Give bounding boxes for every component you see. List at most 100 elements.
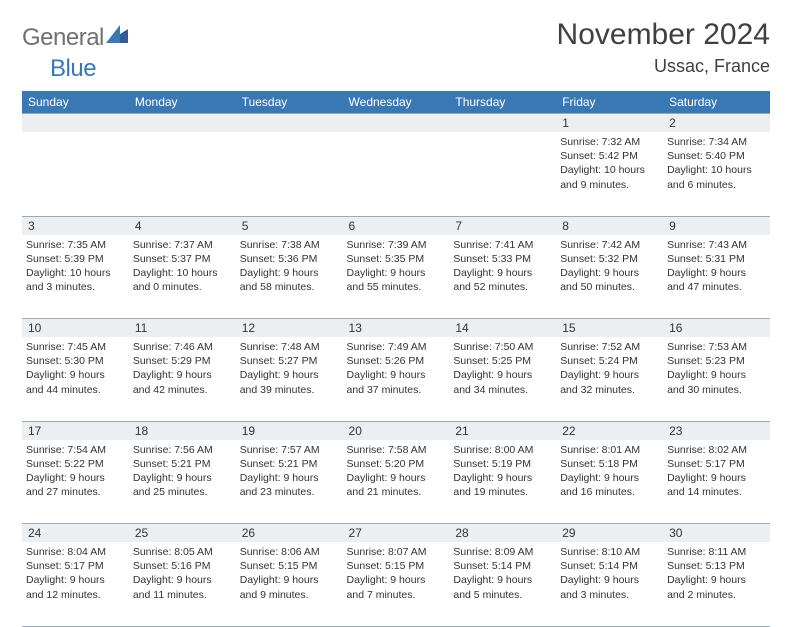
sunrise-line: Sunrise: 7:37 AM — [133, 238, 232, 252]
brand-part1: General — [22, 24, 104, 52]
sunrise-line: Sunrise: 7:39 AM — [347, 238, 446, 252]
title-block: November 2024 Ussac, France — [557, 18, 770, 77]
daylight-line: Daylight: 9 hours and 5 minutes. — [453, 573, 552, 601]
sunrise-line: Sunrise: 8:11 AM — [667, 545, 766, 559]
day-number-empty — [343, 114, 450, 133]
sunrise-line: Sunrise: 7:45 AM — [26, 340, 125, 354]
sunset-line: Sunset: 5:27 PM — [240, 354, 339, 368]
day-number-row: 12 — [22, 114, 770, 133]
daylight-line: Daylight: 9 hours and 39 minutes. — [240, 368, 339, 396]
sunset-line: Sunset: 5:17 PM — [667, 457, 766, 471]
day-number: 21 — [449, 421, 556, 440]
day-number-empty — [236, 114, 343, 133]
sunset-line: Sunset: 5:26 PM — [347, 354, 446, 368]
day-cell-empty — [22, 132, 129, 216]
daylight-line: Daylight: 9 hours and 14 minutes. — [667, 471, 766, 499]
day-number-row: 10111213141516 — [22, 319, 770, 338]
sunrise-line: Sunrise: 8:05 AM — [133, 545, 232, 559]
sunset-line: Sunset: 5:14 PM — [453, 559, 552, 573]
daylight-line: Daylight: 10 hours and 9 minutes. — [560, 163, 659, 191]
sunset-line: Sunset: 5:23 PM — [667, 354, 766, 368]
sunrise-line: Sunrise: 7:57 AM — [240, 443, 339, 457]
daylight-line: Daylight: 9 hours and 47 minutes. — [667, 266, 766, 294]
day-cell: Sunrise: 7:48 AMSunset: 5:27 PMDaylight:… — [236, 337, 343, 421]
daylight-line: Daylight: 9 hours and 32 minutes. — [560, 368, 659, 396]
sunset-line: Sunset: 5:30 PM — [26, 354, 125, 368]
weekday-header-row: SundayMondayTuesdayWednesdayThursdayFrid… — [22, 91, 770, 114]
day-cell: Sunrise: 7:53 AMSunset: 5:23 PMDaylight:… — [663, 337, 770, 421]
sunrise-line: Sunrise: 8:09 AM — [453, 545, 552, 559]
sunset-line: Sunset: 5:21 PM — [133, 457, 232, 471]
sunrise-line: Sunrise: 7:34 AM — [667, 135, 766, 149]
day-number: 18 — [129, 421, 236, 440]
sunset-line: Sunset: 5:32 PM — [560, 252, 659, 266]
day-number: 4 — [129, 216, 236, 235]
day-cell: Sunrise: 7:43 AMSunset: 5:31 PMDaylight:… — [663, 235, 770, 319]
daylight-line: Daylight: 9 hours and 37 minutes. — [347, 368, 446, 396]
day-number: 15 — [556, 319, 663, 338]
day-number: 16 — [663, 319, 770, 338]
day-cell: Sunrise: 7:41 AMSunset: 5:33 PMDaylight:… — [449, 235, 556, 319]
daylight-line: Daylight: 9 hours and 58 minutes. — [240, 266, 339, 294]
day-number-empty — [449, 114, 556, 133]
day-content-row: Sunrise: 7:54 AMSunset: 5:22 PMDaylight:… — [22, 440, 770, 524]
day-number-empty — [22, 114, 129, 133]
day-number: 22 — [556, 421, 663, 440]
day-number: 3 — [22, 216, 129, 235]
sunrise-line: Sunrise: 7:52 AM — [560, 340, 659, 354]
day-number: 14 — [449, 319, 556, 338]
sunrise-line: Sunrise: 8:04 AM — [26, 545, 125, 559]
day-number: 10 — [22, 319, 129, 338]
sunset-line: Sunset: 5:39 PM — [26, 252, 125, 266]
daylight-line: Daylight: 9 hours and 44 minutes. — [26, 368, 125, 396]
day-cell: Sunrise: 8:07 AMSunset: 5:15 PMDaylight:… — [343, 542, 450, 626]
daylight-line: Daylight: 9 hours and 50 minutes. — [560, 266, 659, 294]
day-cell: Sunrise: 8:00 AMSunset: 5:19 PMDaylight:… — [449, 440, 556, 524]
day-cell: Sunrise: 7:50 AMSunset: 5:25 PMDaylight:… — [449, 337, 556, 421]
weekday-header: Tuesday — [236, 91, 343, 114]
brand-part2: Blue — [50, 55, 96, 82]
day-number: 25 — [129, 524, 236, 543]
daylight-line: Daylight: 9 hours and 19 minutes. — [453, 471, 552, 499]
sunrise-line: Sunrise: 8:00 AM — [453, 443, 552, 457]
day-content-row: Sunrise: 7:35 AMSunset: 5:39 PMDaylight:… — [22, 235, 770, 319]
calendar-table: SundayMondayTuesdayWednesdayThursdayFrid… — [22, 91, 770, 627]
weekday-header: Thursday — [449, 91, 556, 114]
day-content-row: Sunrise: 7:45 AMSunset: 5:30 PMDaylight:… — [22, 337, 770, 421]
sunrise-line: Sunrise: 7:53 AM — [667, 340, 766, 354]
sunrise-line: Sunrise: 8:06 AM — [240, 545, 339, 559]
day-cell: Sunrise: 8:01 AMSunset: 5:18 PMDaylight:… — [556, 440, 663, 524]
brand-mark-icon — [106, 25, 128, 48]
sunset-line: Sunset: 5:16 PM — [133, 559, 232, 573]
day-number: 26 — [236, 524, 343, 543]
sunrise-line: Sunrise: 7:50 AM — [453, 340, 552, 354]
daylight-line: Daylight: 9 hours and 7 minutes. — [347, 573, 446, 601]
weekday-header: Wednesday — [343, 91, 450, 114]
sunrise-line: Sunrise: 8:01 AM — [560, 443, 659, 457]
daylight-line: Daylight: 9 hours and 52 minutes. — [453, 266, 552, 294]
day-cell: Sunrise: 7:38 AMSunset: 5:36 PMDaylight:… — [236, 235, 343, 319]
sunrise-line: Sunrise: 7:41 AM — [453, 238, 552, 252]
day-cell: Sunrise: 7:52 AMSunset: 5:24 PMDaylight:… — [556, 337, 663, 421]
sunset-line: Sunset: 5:36 PM — [240, 252, 339, 266]
day-cell: Sunrise: 8:06 AMSunset: 5:15 PMDaylight:… — [236, 542, 343, 626]
day-cell: Sunrise: 7:35 AMSunset: 5:39 PMDaylight:… — [22, 235, 129, 319]
sunset-line: Sunset: 5:19 PM — [453, 457, 552, 471]
location-label: Ussac, France — [557, 56, 770, 77]
sunset-line: Sunset: 5:13 PM — [667, 559, 766, 573]
daylight-line: Daylight: 9 hours and 25 minutes. — [133, 471, 232, 499]
day-cell: Sunrise: 7:34 AMSunset: 5:40 PMDaylight:… — [663, 132, 770, 216]
day-cell: Sunrise: 7:32 AMSunset: 5:42 PMDaylight:… — [556, 132, 663, 216]
sunset-line: Sunset: 5:17 PM — [26, 559, 125, 573]
sunrise-line: Sunrise: 7:46 AM — [133, 340, 232, 354]
sunset-line: Sunset: 5:33 PM — [453, 252, 552, 266]
sunrise-line: Sunrise: 7:54 AM — [26, 443, 125, 457]
day-number: 7 — [449, 216, 556, 235]
daylight-line: Daylight: 9 hours and 21 minutes. — [347, 471, 446, 499]
day-cell: Sunrise: 7:54 AMSunset: 5:22 PMDaylight:… — [22, 440, 129, 524]
sunrise-line: Sunrise: 7:49 AM — [347, 340, 446, 354]
day-number: 19 — [236, 421, 343, 440]
sunrise-line: Sunrise: 7:38 AM — [240, 238, 339, 252]
day-number: 23 — [663, 421, 770, 440]
sunset-line: Sunset: 5:42 PM — [560, 149, 659, 163]
